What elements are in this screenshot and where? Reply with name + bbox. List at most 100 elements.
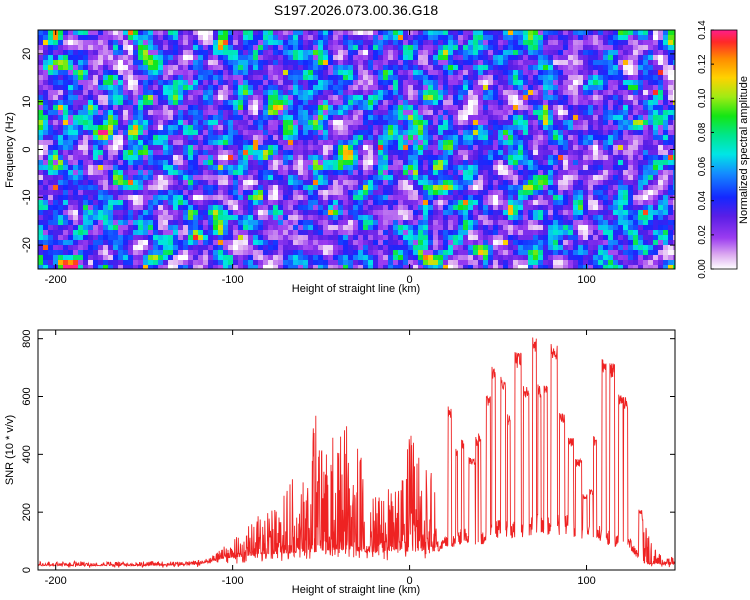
heatmap-cell bbox=[563, 90, 569, 96]
heatmap-cell bbox=[408, 210, 414, 216]
heatmap-cell bbox=[163, 145, 169, 151]
heatmap-cell bbox=[383, 175, 389, 181]
heatmap-cell bbox=[368, 70, 374, 76]
heatmap-cell bbox=[553, 185, 559, 191]
heatmap-cell bbox=[278, 80, 284, 86]
heatmap-cell bbox=[553, 200, 559, 206]
heatmap-cell bbox=[498, 210, 504, 216]
heatmap-cell bbox=[663, 170, 669, 176]
heatmap-cell bbox=[303, 180, 309, 186]
heatmap-cell bbox=[148, 155, 154, 161]
heatmap-cell bbox=[43, 60, 49, 66]
heatmap-cell bbox=[138, 185, 144, 191]
heatmap-cell bbox=[183, 95, 189, 101]
heatmap-cell bbox=[563, 180, 569, 186]
heatmap-cell bbox=[313, 220, 319, 226]
heatmap-cell bbox=[438, 190, 444, 196]
heatmap-cell bbox=[613, 115, 619, 121]
heatmap-cell bbox=[673, 120, 675, 126]
heatmap-cell bbox=[598, 70, 604, 76]
heatmap-cell bbox=[573, 110, 579, 116]
heatmap-cell bbox=[48, 70, 54, 76]
heatmap-cell bbox=[298, 200, 304, 206]
heatmap-cell bbox=[308, 185, 314, 191]
heatmap-cell bbox=[373, 90, 379, 96]
heatmap-cell bbox=[53, 65, 59, 71]
heatmap-cell bbox=[153, 60, 159, 66]
heatmap-cell bbox=[518, 145, 524, 151]
heatmap-cell bbox=[498, 185, 504, 191]
heatmap-cell bbox=[38, 190, 44, 196]
heatmap-cell bbox=[413, 200, 419, 206]
heatmap-cell bbox=[633, 45, 639, 51]
heatmap-cell bbox=[583, 155, 589, 161]
heatmap-cell bbox=[498, 160, 504, 166]
heatmap-cell bbox=[73, 105, 79, 111]
heatmap-cell bbox=[588, 135, 594, 141]
heatmap-cell bbox=[523, 145, 529, 151]
heatmap-cell bbox=[78, 70, 84, 76]
heatmap-cell bbox=[168, 100, 174, 106]
heatmap-cell bbox=[88, 220, 94, 226]
heatmap-cell bbox=[488, 90, 494, 96]
heatmap-cell bbox=[98, 100, 104, 106]
heatmap-cell bbox=[563, 175, 569, 181]
heatmap-cell bbox=[503, 185, 509, 191]
heatmap-cell bbox=[583, 180, 589, 186]
heatmap-cell bbox=[423, 220, 429, 226]
heatmap-cell bbox=[568, 160, 574, 166]
heatmap-cell bbox=[73, 210, 79, 216]
heatmap-cell bbox=[288, 135, 294, 141]
heatmap-cell bbox=[663, 185, 669, 191]
heatmap-cell bbox=[498, 175, 504, 181]
heatmap-cell bbox=[553, 130, 559, 136]
heatmap-cell bbox=[373, 185, 379, 191]
heatmap-cell bbox=[263, 85, 269, 91]
heatmap-cell bbox=[363, 120, 369, 126]
heatmap-cell bbox=[548, 165, 554, 171]
heatmap-cell bbox=[218, 200, 224, 206]
heatmap-cell bbox=[328, 160, 334, 166]
heatmap-cell bbox=[288, 195, 294, 201]
heatmap-cell bbox=[98, 85, 104, 91]
heatmap-cell bbox=[438, 145, 444, 151]
heatmap-cell bbox=[423, 75, 429, 81]
heatmap-cell bbox=[333, 130, 339, 136]
heatmap-cell bbox=[608, 215, 614, 221]
heatmap-cell bbox=[363, 190, 369, 196]
heatmap-cell bbox=[553, 30, 559, 36]
heatmap-cell bbox=[438, 115, 444, 121]
heatmap-cell bbox=[243, 35, 249, 41]
heatmap-cell bbox=[288, 180, 294, 186]
heatmap-cell bbox=[423, 190, 429, 196]
heatmap-cell bbox=[448, 195, 454, 201]
heatmap-cell bbox=[343, 80, 349, 86]
heatmap-cell bbox=[328, 90, 334, 96]
heatmap-cell bbox=[248, 65, 254, 71]
heatmap-cell bbox=[208, 40, 214, 46]
heatmap-cell bbox=[63, 205, 69, 211]
heatmap-cell bbox=[613, 215, 619, 221]
heatmap-cell bbox=[363, 105, 369, 111]
heatmap-cell bbox=[168, 160, 174, 166]
heatmap-cell bbox=[303, 95, 309, 101]
heatmap-cell bbox=[533, 130, 539, 136]
heatmap-cell bbox=[58, 140, 64, 146]
heatmap-cell bbox=[363, 170, 369, 176]
heatmap-cell bbox=[103, 75, 109, 81]
heatmap-cell bbox=[403, 200, 409, 206]
heatmap-cell bbox=[418, 45, 424, 51]
heatmap-cell bbox=[398, 105, 404, 111]
heatmap-cell bbox=[298, 110, 304, 116]
heatmap-cell bbox=[273, 170, 279, 176]
heatmap-cell bbox=[233, 120, 239, 126]
heatmap-cell bbox=[143, 70, 149, 76]
heatmap-cell bbox=[433, 95, 439, 101]
heatmap-cell bbox=[63, 85, 69, 91]
heatmap-cell bbox=[543, 190, 549, 196]
heatmap-cell bbox=[538, 195, 544, 201]
heatmap-cell bbox=[223, 70, 229, 76]
heatmap-cell bbox=[358, 175, 364, 181]
heatmap-cell bbox=[88, 115, 94, 121]
heatmap-cell bbox=[598, 75, 604, 81]
